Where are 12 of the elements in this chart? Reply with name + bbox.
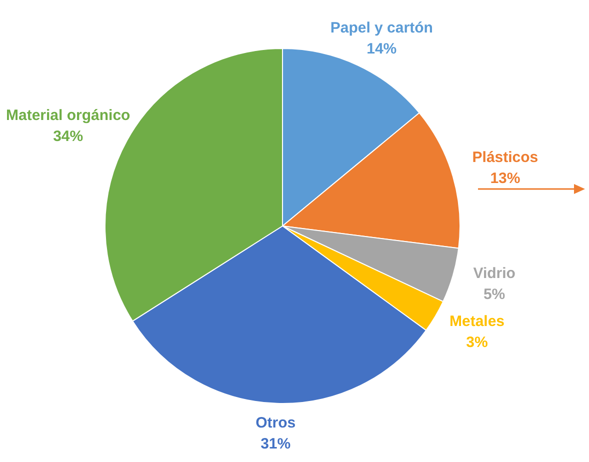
data-label: 13% [490,170,520,188]
data-label: 31% [260,436,291,453]
data-label: 34% [53,128,84,146]
slice-label: Plásticos [472,149,538,166]
slice-label: Vidrio [473,265,516,282]
data-label: 5% [483,286,506,304]
slice-label: Material orgánico [6,107,130,124]
slice-label: Papel y cartón [330,19,433,36]
data-label: 3% [466,334,488,351]
data-label: 14% [366,40,397,58]
slice-label: Metales [449,312,505,330]
slice-label: Otros [256,414,296,432]
